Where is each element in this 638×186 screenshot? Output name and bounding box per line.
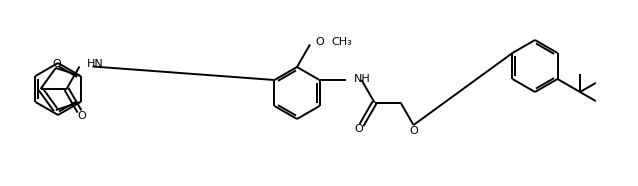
Text: O: O — [354, 124, 363, 134]
Text: O: O — [316, 38, 324, 47]
Text: O: O — [409, 126, 418, 136]
Text: CH₃: CH₃ — [331, 38, 352, 47]
Text: O: O — [52, 59, 61, 69]
Text: NH: NH — [353, 74, 370, 84]
Text: O: O — [77, 110, 86, 121]
Text: HN: HN — [87, 60, 103, 70]
